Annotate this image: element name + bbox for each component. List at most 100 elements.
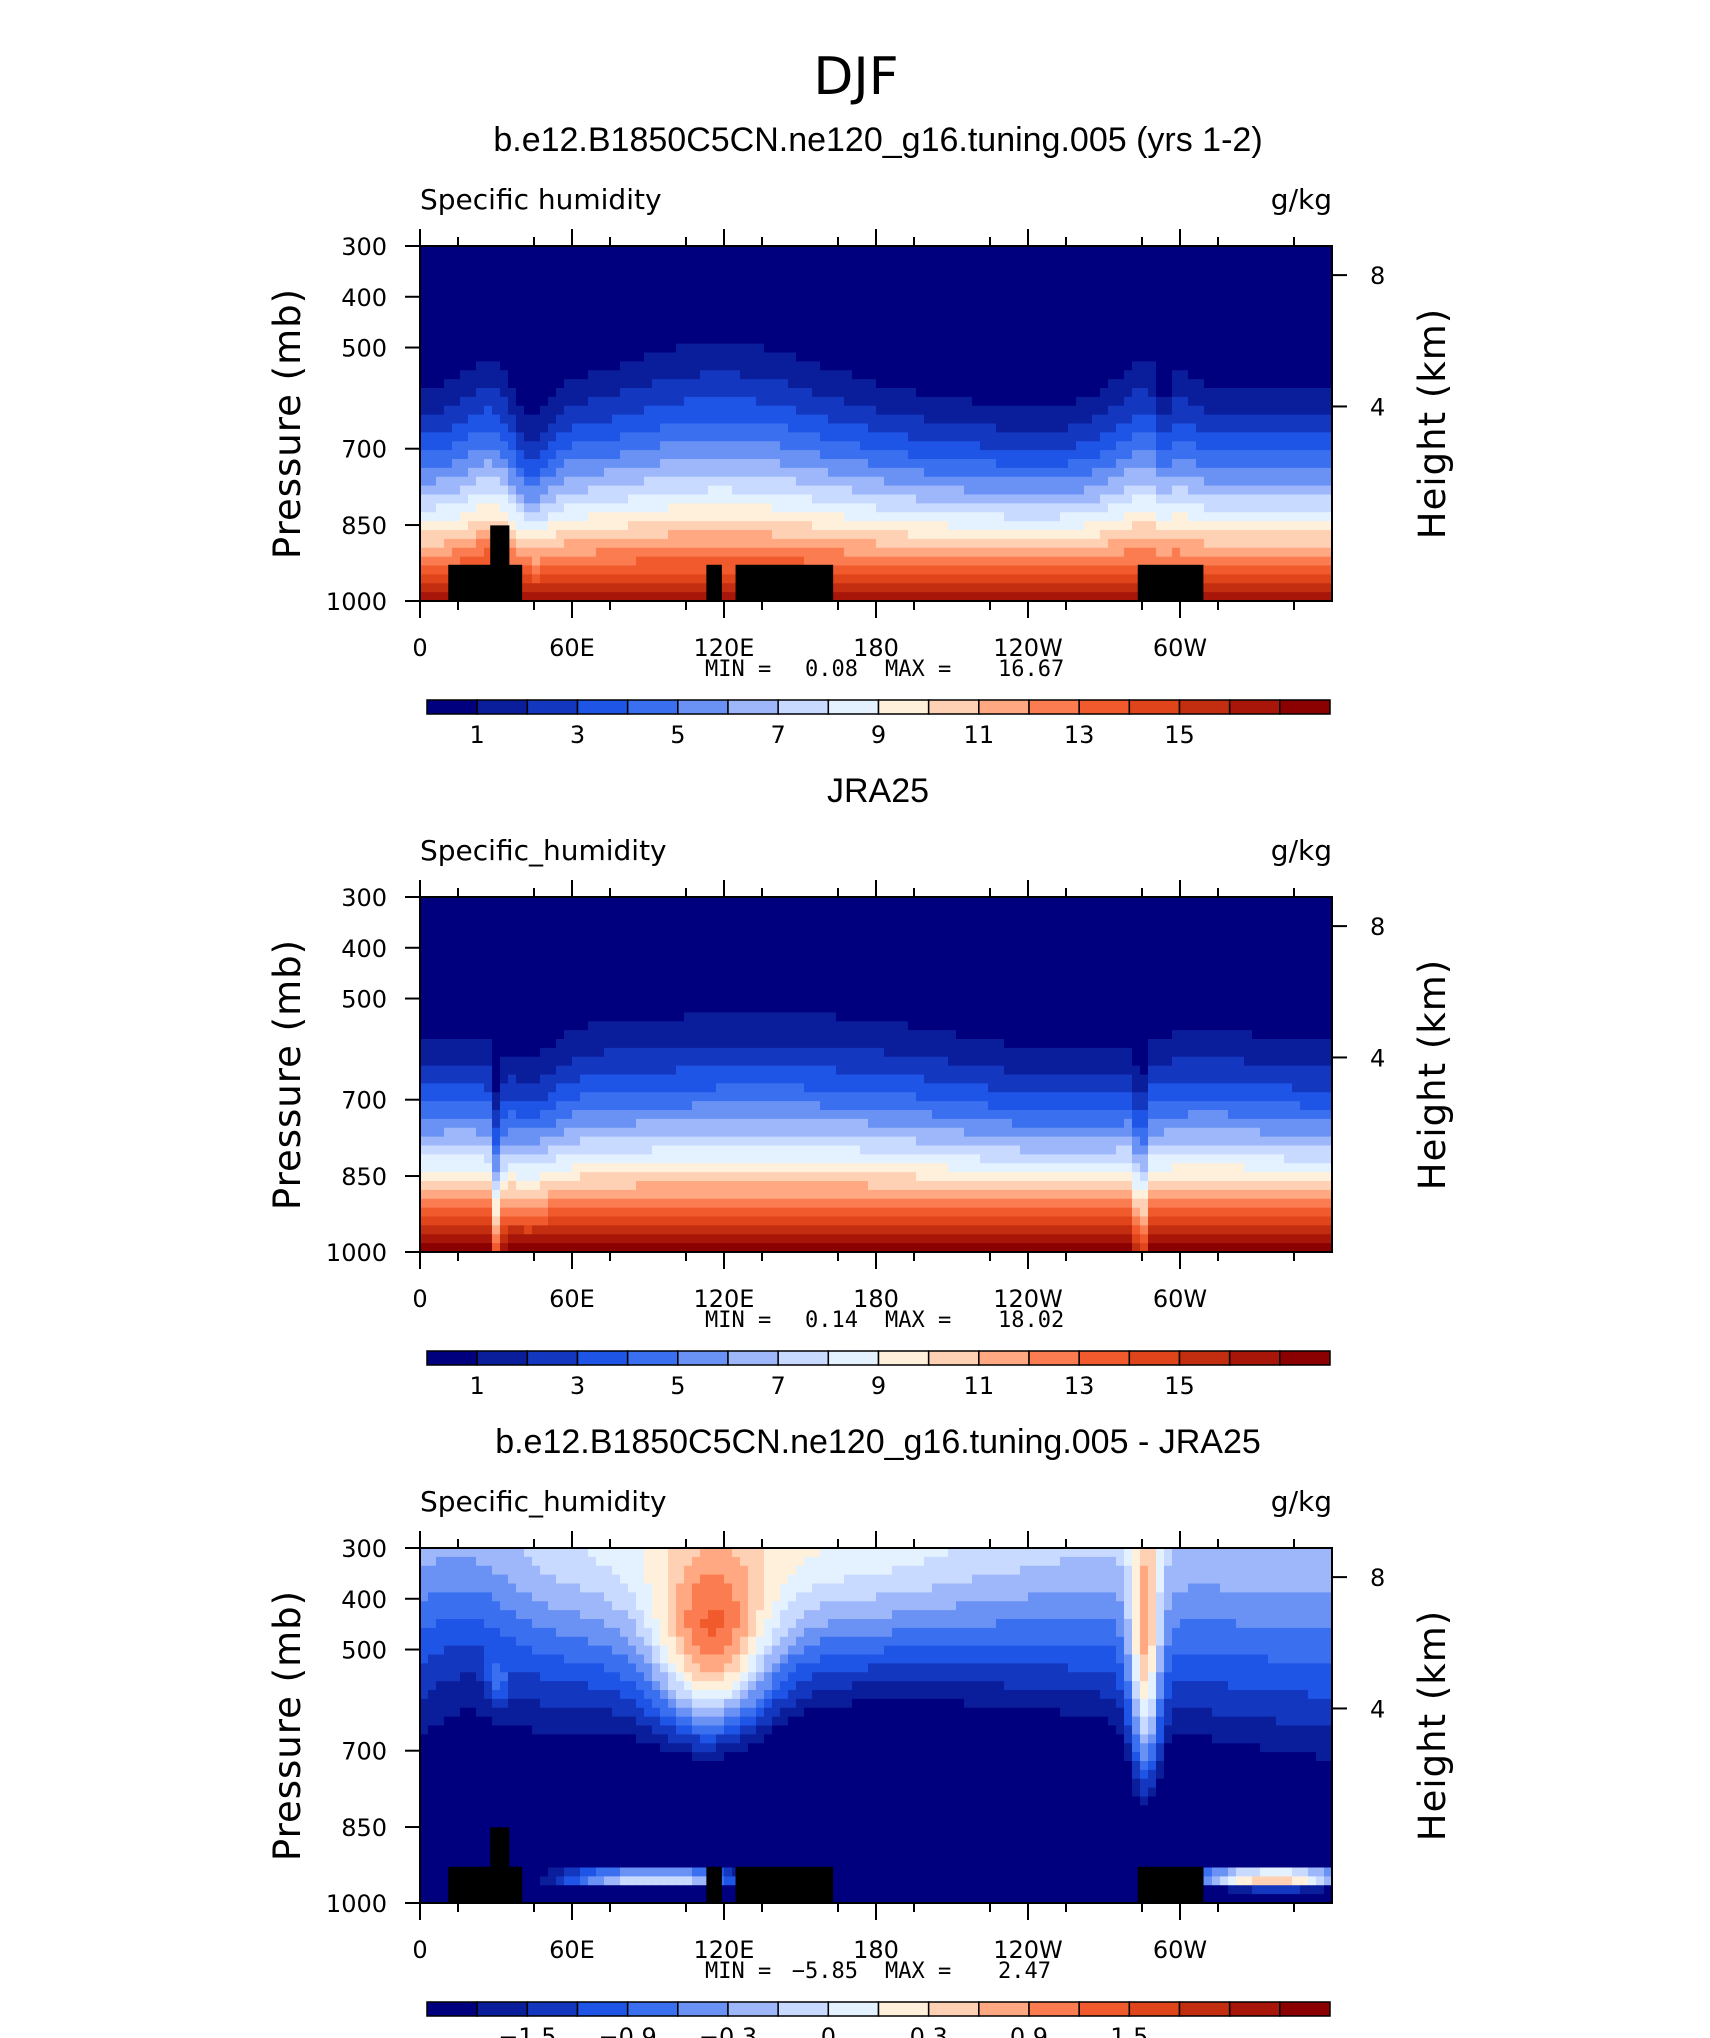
contour-cell <box>796 334 805 345</box>
contour-cell <box>996 467 1005 478</box>
contour-cell <box>1236 299 1245 309</box>
contour-cell <box>540 592 549 602</box>
contour-cell <box>924 441 933 451</box>
contour-cell <box>892 352 901 362</box>
contour-cell <box>988 361 997 371</box>
contour-cell <box>1292 530 1301 540</box>
contour-cell <box>876 317 885 327</box>
contour-cell <box>812 494 821 504</box>
contour-cell <box>868 379 877 389</box>
contour-cell <box>556 592 565 602</box>
contour-cell <box>628 370 637 380</box>
contour-cell <box>700 272 709 283</box>
contour-cell <box>732 370 741 380</box>
contour-cell <box>1100 476 1109 487</box>
contour-cell <box>1292 897 1301 907</box>
contour-cell <box>644 290 653 300</box>
contour-cell <box>916 254 925 265</box>
contour-cell <box>564 485 573 496</box>
contour-cell <box>524 343 533 354</box>
contour-cell <box>436 583 445 593</box>
contour-cell <box>1148 388 1157 398</box>
contour-cell <box>484 512 493 522</box>
contour-cell <box>860 423 869 433</box>
contour-cell <box>852 263 861 274</box>
contour-cell <box>732 352 741 362</box>
contour-cell <box>1188 547 1197 558</box>
contour-cell <box>748 538 757 549</box>
contour-cell <box>780 485 789 496</box>
contour-cell <box>1188 530 1197 540</box>
contour-cell <box>1308 485 1317 496</box>
contour-cell <box>1156 485 1165 496</box>
contour-cell <box>788 290 797 300</box>
contour-cell <box>1300 308 1309 318</box>
contour-cell <box>884 263 893 274</box>
contour-cell <box>892 476 901 487</box>
contour-cell <box>1116 897 1125 907</box>
contour-cell <box>1196 308 1205 318</box>
contour-cell <box>788 325 797 336</box>
contour-cell <box>444 370 453 380</box>
contour-cell <box>908 432 917 442</box>
contour-cell <box>972 343 981 354</box>
contour-cell <box>1084 556 1093 567</box>
contour-cell <box>900 897 909 907</box>
contour-cell <box>956 388 965 398</box>
contour-cell <box>1228 263 1237 274</box>
contour-cell <box>636 592 645 602</box>
contour-cell <box>828 334 837 345</box>
contour-cell <box>484 334 493 345</box>
contour-cell <box>836 325 845 336</box>
contour-cell <box>452 905 461 916</box>
contour-cell <box>1108 905 1117 916</box>
contour-cell <box>428 521 437 531</box>
contour-cell <box>972 334 981 345</box>
colorbar-swatch <box>526 699 579 715</box>
contour-cell <box>612 334 621 345</box>
contour-cell <box>1036 246 1045 256</box>
contour-cell <box>1188 467 1197 478</box>
colorbar-swatch <box>1028 699 1080 715</box>
contour-cell <box>1276 592 1285 602</box>
contour-cell <box>476 414 485 425</box>
contour-cell <box>1100 308 1109 318</box>
contour-cell <box>740 450 749 460</box>
contour-cell <box>636 897 645 907</box>
contour-cell <box>644 450 653 460</box>
colorbar-swatch <box>626 699 679 715</box>
contour-cell <box>1060 325 1069 336</box>
contour-cell <box>1044 263 1053 274</box>
contour-cell <box>660 361 669 371</box>
contour-cell <box>764 556 773 567</box>
contour-cell <box>668 476 677 487</box>
contour-cell <box>428 538 437 549</box>
contour-cell <box>1084 379 1093 389</box>
contour-cell <box>788 494 797 504</box>
contour-cell <box>452 352 461 362</box>
contour-cell <box>692 494 701 504</box>
contour-cell <box>892 388 901 398</box>
contour-cell <box>556 914 565 925</box>
contour-cell <box>796 272 805 283</box>
contour-cell <box>644 592 653 602</box>
contour-cell <box>420 361 429 371</box>
contour-cell <box>1068 914 1077 925</box>
contour-cell <box>860 432 869 442</box>
contour-cell <box>868 334 877 345</box>
contour-cell <box>1324 343 1333 354</box>
contour-cell <box>564 538 573 549</box>
contour-cell <box>692 432 701 442</box>
contour-cell <box>1020 459 1029 469</box>
contour-cell <box>780 317 789 327</box>
contour-cell <box>876 485 885 496</box>
contour-cell <box>724 334 733 345</box>
contour-cell <box>820 361 829 371</box>
contour-cell <box>940 450 949 460</box>
contour-cell <box>956 583 965 593</box>
contour-cell <box>1076 405 1085 416</box>
contour-cell <box>660 317 669 327</box>
contour-cell <box>1276 459 1285 469</box>
contour-cell <box>1004 254 1013 265</box>
contour-cell <box>804 450 813 460</box>
